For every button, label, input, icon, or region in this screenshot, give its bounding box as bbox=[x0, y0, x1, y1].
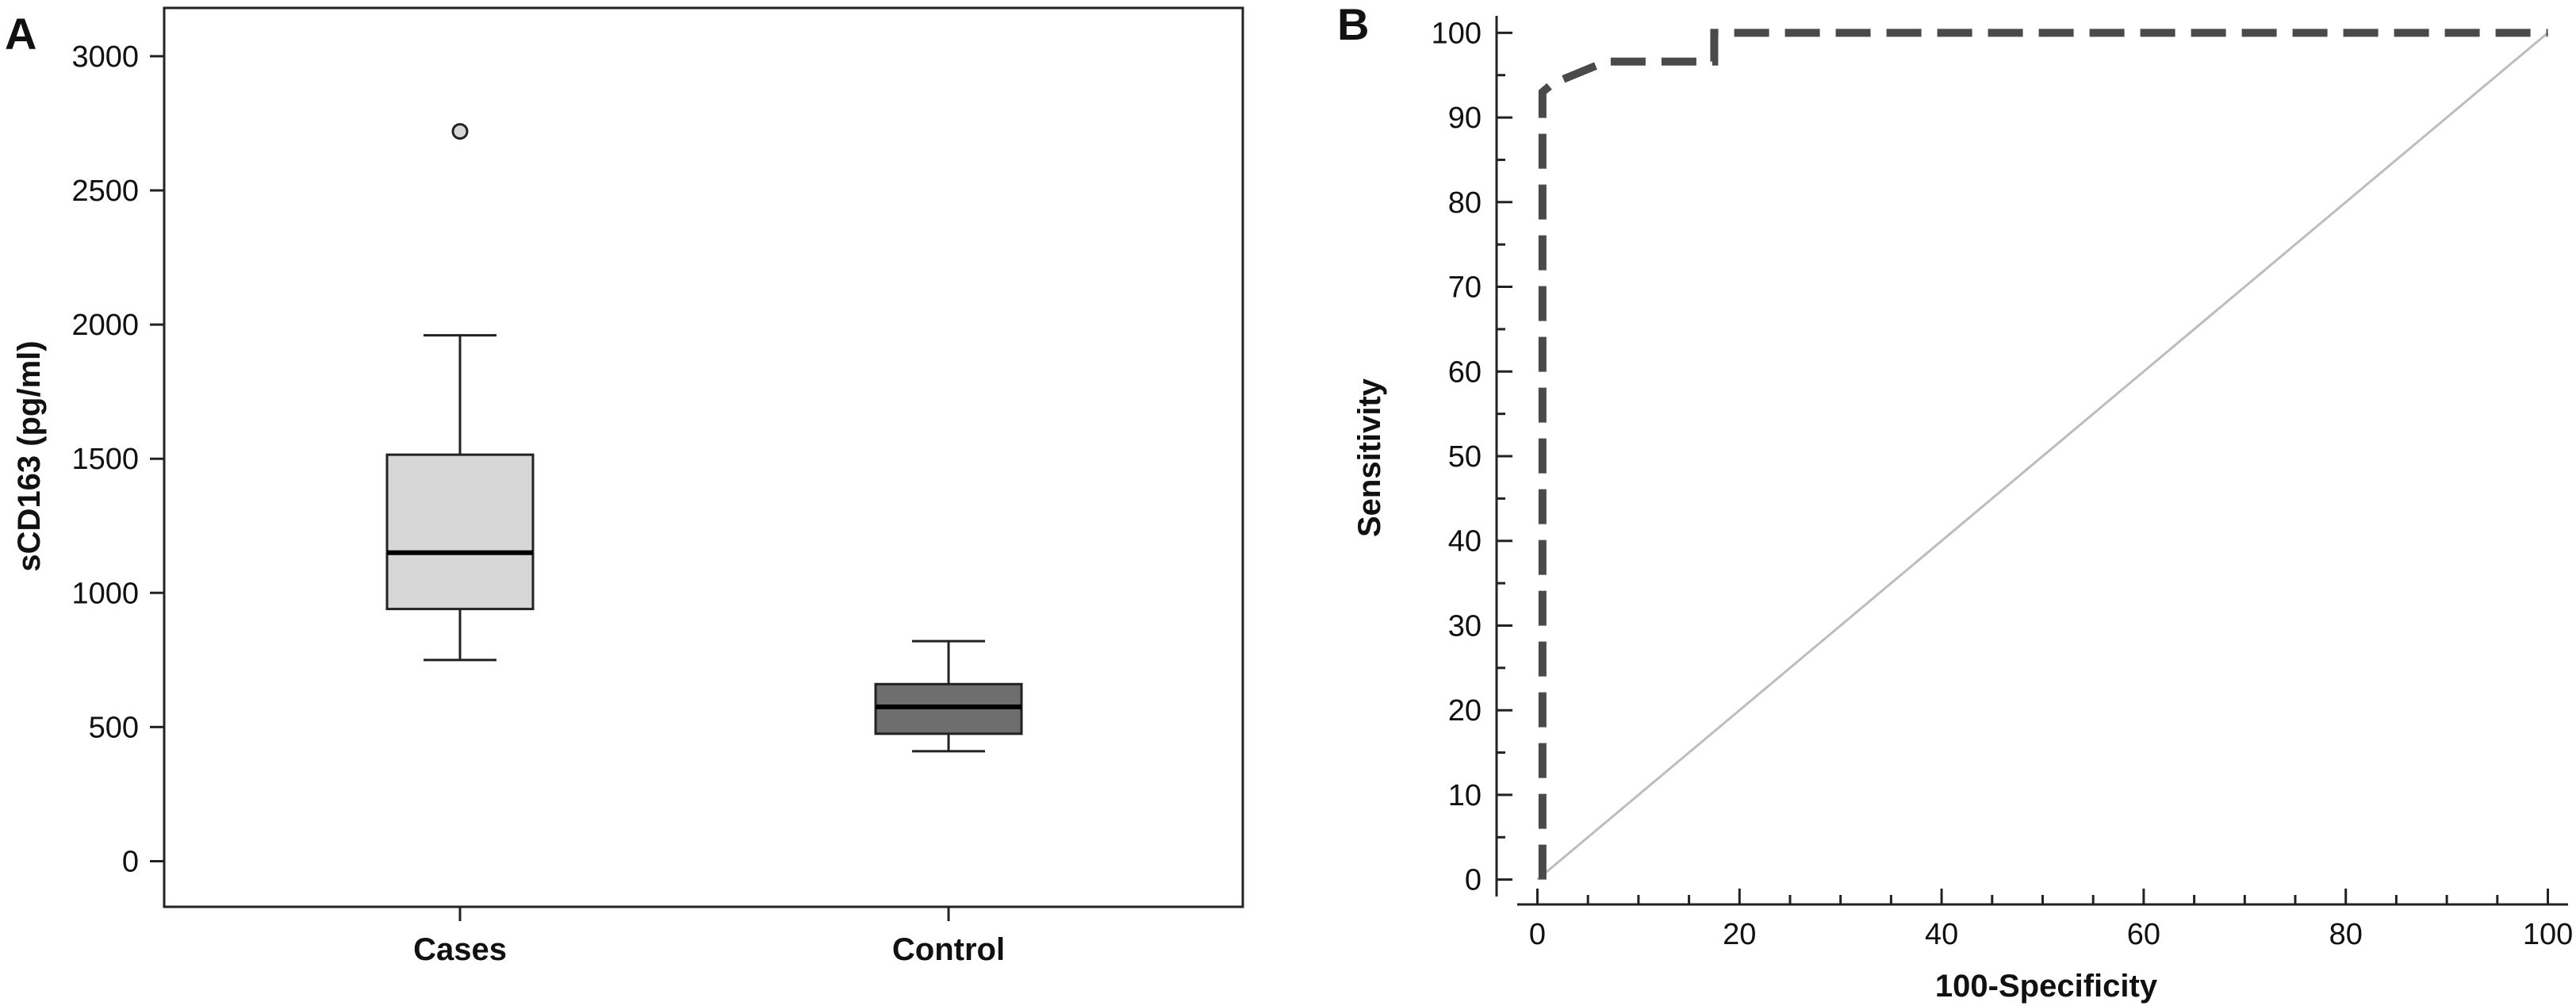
box-iqr bbox=[385, 453, 535, 611]
y-tick-label: 2500 bbox=[71, 175, 139, 208]
panel-b-series bbox=[1536, 29, 2549, 881]
panel-a-y-axis: 0 500 1000 1500 2000 2500 3000 bbox=[71, 40, 164, 879]
panel-b-x-axis-title: 100-Specificity bbox=[1935, 969, 2158, 1004]
panel-a-y-axis-title: sCD163 (pg/ml) bbox=[12, 340, 47, 571]
panel-a-plot-frame bbox=[163, 6, 1244, 908]
y-tick-label: 500 bbox=[89, 711, 139, 744]
x-tick-label: 0 bbox=[1529, 918, 1546, 951]
y-tick-label: 70 bbox=[1448, 271, 1482, 305]
roc-curve-line bbox=[1538, 29, 2548, 880]
y-tick-label: 20 bbox=[1448, 694, 1482, 728]
category-label: Cases bbox=[413, 932, 507, 967]
x-tick-label: 40 bbox=[1925, 918, 1958, 951]
y-tick-label: 40 bbox=[1448, 525, 1482, 559]
category-label: Control bbox=[892, 932, 1005, 967]
x-tick-label: 100 bbox=[2523, 918, 2573, 951]
panel-a-boxes bbox=[385, 123, 1023, 753]
panel-b-x-axis: 0 20 40 60 80 100 bbox=[1529, 889, 2573, 951]
outlier-point bbox=[451, 123, 469, 140]
y-tick-label: 1000 bbox=[71, 577, 139, 610]
y-tick-label: 2000 bbox=[71, 309, 139, 342]
panel-b-y-axis-title: Sensitivity bbox=[1352, 378, 1387, 537]
panel-a-categories: Cases Control bbox=[413, 907, 1005, 967]
x-tick-label: 80 bbox=[2329, 918, 2363, 951]
y-tick-label: 0 bbox=[122, 846, 139, 879]
y-tick-label: 90 bbox=[1448, 102, 1482, 135]
reference-diagonal-line bbox=[1536, 32, 2549, 881]
y-tick-label: 30 bbox=[1448, 609, 1482, 643]
y-tick-label: 10 bbox=[1448, 779, 1482, 812]
y-tick-label: 50 bbox=[1448, 440, 1482, 474]
y-tick-label: 1500 bbox=[71, 443, 139, 476]
panel-a-letter: A bbox=[5, 9, 36, 59]
y-tick-label: 60 bbox=[1448, 355, 1482, 389]
y-tick-label: 80 bbox=[1448, 186, 1482, 220]
y-tick-label: 3000 bbox=[71, 40, 139, 74]
x-tick-label: 20 bbox=[1723, 918, 1756, 951]
y-tick-label: 0 bbox=[1465, 864, 1482, 897]
panel-b-letter: B bbox=[1337, 0, 1369, 49]
y-tick-label: 100 bbox=[1432, 17, 1482, 50]
x-tick-label: 60 bbox=[2127, 918, 2160, 951]
panel-b-y-axis: 0 10 20 30 40 50 60 70 80 90 100 bbox=[1432, 17, 1512, 897]
panel-b-roc: B 0 10 20 30 40 50 60 70 80 90 100 0 20 40 60 80 100 Se… bbox=[1337, 0, 2573, 1004]
